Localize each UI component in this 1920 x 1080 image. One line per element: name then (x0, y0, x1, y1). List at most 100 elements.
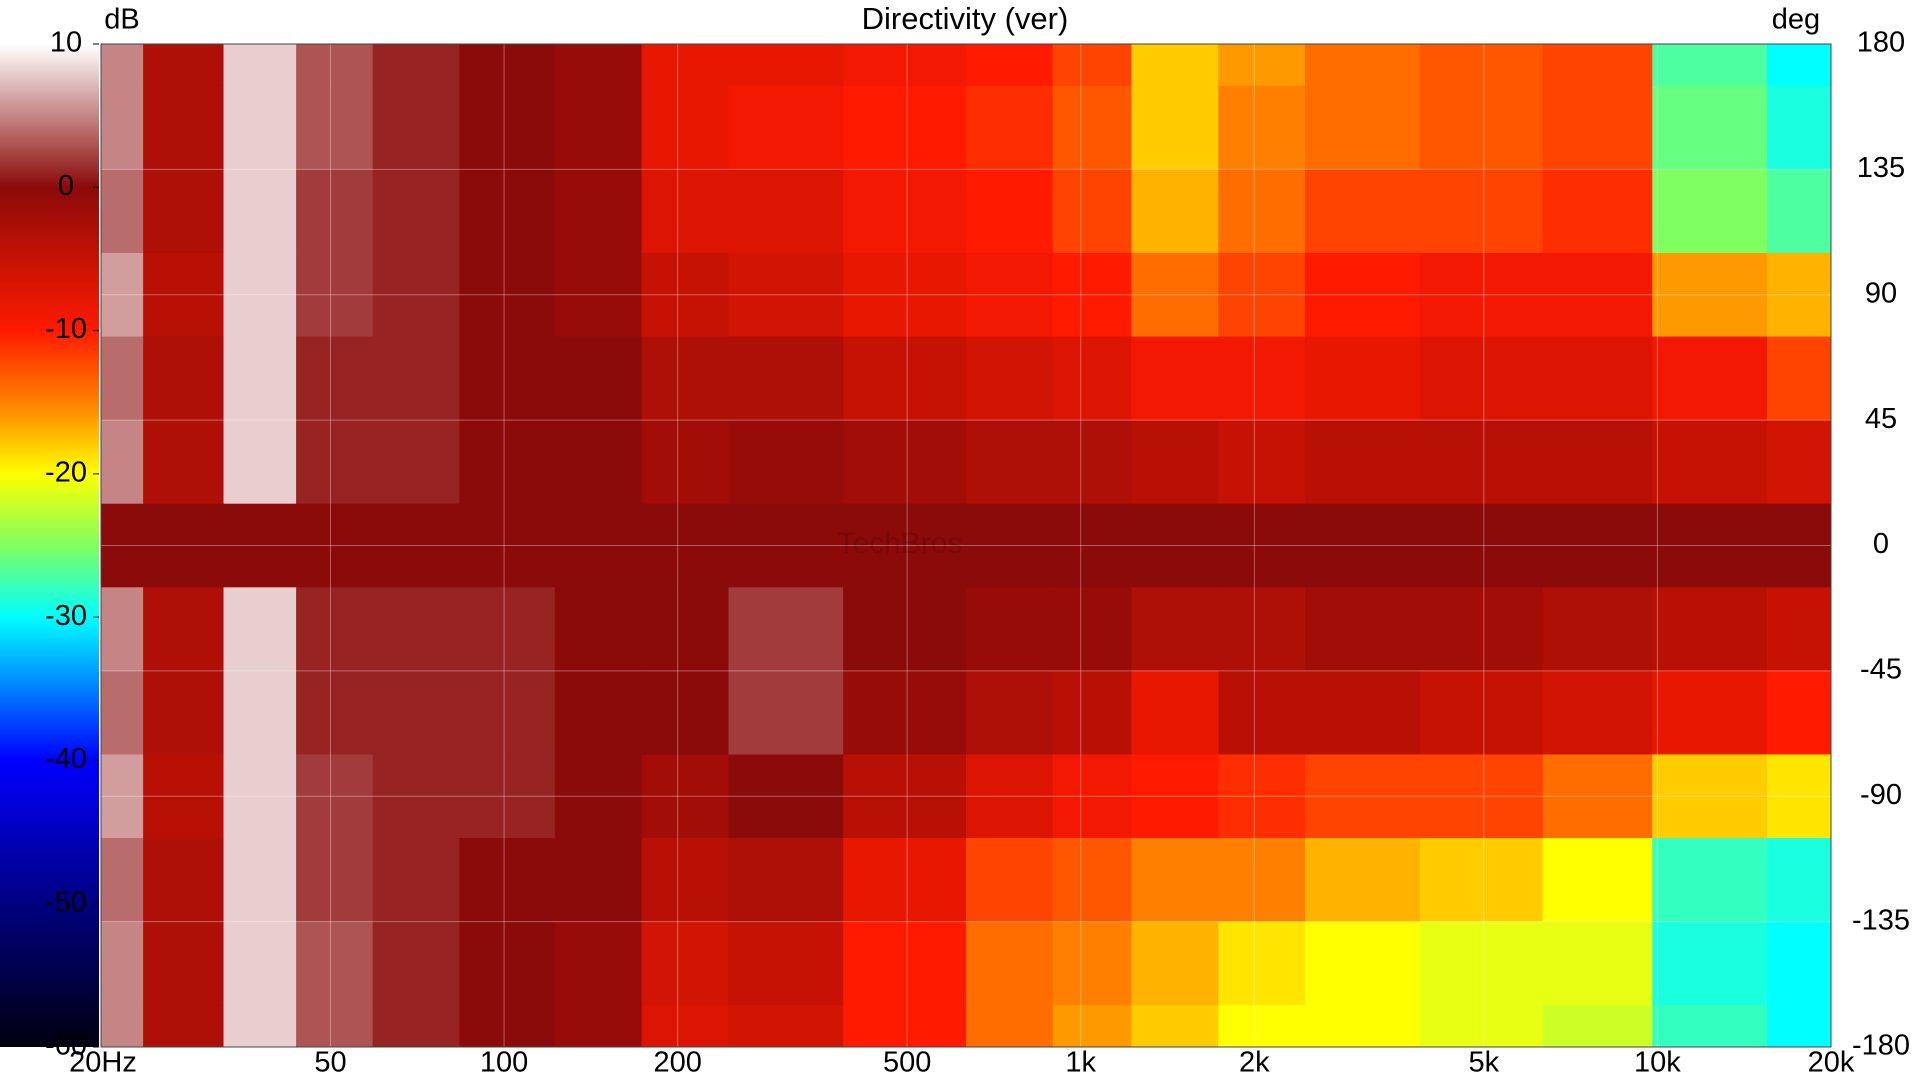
heatmap-cell (1542, 921, 1653, 1006)
heatmap-cell (143, 838, 225, 923)
y-tick-label: 90 (1865, 277, 1897, 309)
heatmap-cell (728, 921, 844, 1006)
heatmap-cell (296, 169, 374, 254)
heatmap-cell (1652, 336, 1768, 421)
heatmap-cell (143, 587, 225, 672)
heatmap-cell (372, 921, 460, 1006)
heatmap-cell (1419, 252, 1544, 338)
heatmap-cell (143, 85, 225, 170)
heatmap-cell (296, 503, 374, 588)
heatmap-cell (1218, 1005, 1306, 1048)
heatmap-cell (728, 1005, 844, 1048)
heatmap-cell (843, 85, 967, 170)
heatmap-cell (1131, 670, 1219, 755)
y-tick-label: -135 (1852, 904, 1910, 936)
heatmap-cell (1419, 754, 1544, 839)
heatmap-cell (101, 44, 144, 87)
heatmap-cell (843, 336, 967, 421)
colorbar (0, 44, 99, 1047)
heatmap-cell (143, 336, 225, 421)
heatmap-cell (1419, 921, 1544, 1006)
heatmap-cell (143, 921, 225, 1006)
heatmap-cell (143, 670, 225, 755)
x-tick-label: 20k (1808, 1047, 1855, 1079)
y-tick-label: 135 (1857, 152, 1905, 184)
heatmap-cell (1131, 169, 1219, 254)
heatmap-cell (1131, 838, 1219, 923)
heatmap-cell (554, 336, 643, 421)
colorbar-tick-label: 0 (58, 170, 74, 202)
heatmap-cell (1052, 336, 1133, 421)
colorbar-tick-label: -50 (45, 886, 87, 918)
heatmap-cell (1052, 44, 1133, 87)
heatmap-cell (843, 420, 967, 505)
heatmap-cell (966, 670, 1054, 755)
heatmap-cell (143, 420, 225, 505)
heatmap-cell (1419, 85, 1544, 170)
heatmap-cell (296, 587, 374, 672)
heatmap-cell (1542, 85, 1653, 170)
heatmap-cell (1652, 252, 1768, 338)
heatmap-cell (1052, 1005, 1133, 1048)
heatmap-cell (554, 44, 643, 87)
heatmap-cell (1218, 44, 1306, 87)
heatmap-cell (966, 754, 1054, 839)
heatmap-cell (966, 44, 1054, 87)
heatmap-cell (1218, 670, 1306, 755)
heatmap-cell (223, 838, 297, 923)
heatmap-cell (1767, 587, 1832, 672)
heatmap-cell (1131, 921, 1219, 1006)
heatmap-cell (1542, 1005, 1653, 1048)
heatmap-cell (296, 838, 374, 923)
heatmap-cell (966, 169, 1054, 254)
heatmap-cell (372, 44, 460, 87)
heatmap-cell (1131, 754, 1219, 839)
y-tick-label: -90 (1860, 779, 1902, 811)
heatmap-cell (1305, 587, 1421, 672)
heatmap-cell (1767, 85, 1832, 170)
colorbar-tick-label: -30 (45, 600, 87, 632)
heatmap-cell (1542, 838, 1653, 923)
heatmap-cell (1542, 336, 1653, 421)
heatmap-cell (372, 670, 460, 755)
heatmap-cell (1767, 420, 1832, 505)
heatmap-cell (101, 587, 144, 672)
colorbar-tick-label: -40 (45, 743, 87, 775)
heatmap-cell (1218, 336, 1306, 421)
heatmap-cell (1305, 838, 1421, 923)
heatmap-cell (1305, 503, 1421, 588)
heatmap-cell (843, 838, 967, 923)
heatmap-cell (641, 921, 729, 1006)
heatmap-cell (966, 838, 1054, 923)
heatmap-cell (1419, 838, 1544, 923)
heatmap-cell (554, 85, 643, 170)
heatmap-cell (459, 670, 556, 755)
heatmap-cell (101, 503, 144, 588)
heatmap-cell (728, 169, 844, 254)
heatmap (101, 44, 1832, 1048)
heatmap-cell (554, 921, 643, 1006)
heatmap-cell (966, 1005, 1054, 1048)
heatmap-cell (1131, 420, 1219, 505)
heatmap-cell (459, 85, 556, 170)
heatmap-cell (101, 169, 144, 254)
heatmap-cell (459, 754, 556, 839)
heatmap-cell (1218, 754, 1306, 839)
heatmap-cell (843, 169, 967, 254)
heatmap-cell (1652, 169, 1768, 254)
heatmap-cell (1767, 44, 1832, 87)
heatmap-cell (1542, 169, 1653, 254)
heatmap-cell (1767, 503, 1832, 588)
x-tick-label: 1k (1065, 1047, 1096, 1079)
heatmap-cell (641, 838, 729, 923)
heatmap-cell (372, 838, 460, 923)
heatmap-cell (843, 587, 967, 672)
x-tick-label: 500 (883, 1047, 931, 1079)
heatmap-cell (1052, 587, 1133, 672)
heatmap-cell (728, 420, 844, 505)
heatmap-cell (1542, 44, 1653, 87)
heatmap-cell (372, 587, 460, 672)
heatmap-cell (1767, 838, 1832, 923)
heatmap-cell (1542, 587, 1653, 672)
